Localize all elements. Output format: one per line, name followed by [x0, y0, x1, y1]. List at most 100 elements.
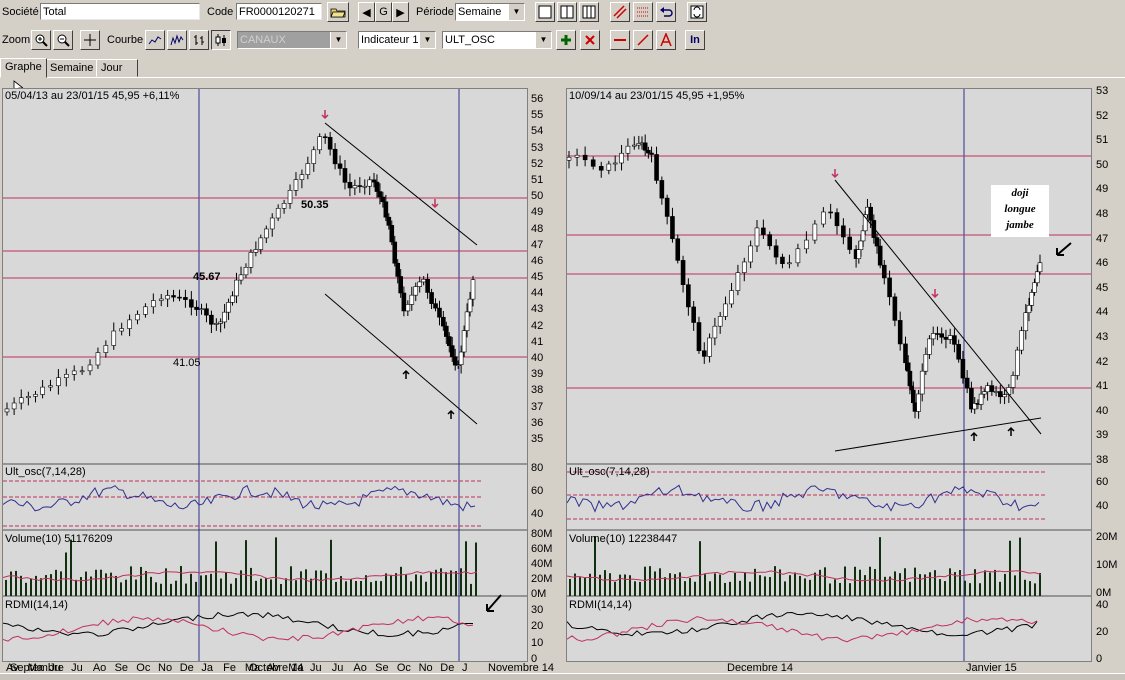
pointer-arrow-icon: [1056, 242, 1072, 256]
candle-body: [243, 267, 249, 276]
add-indicator-button[interactable]: [556, 30, 576, 50]
volume-bar: [1019, 537, 1021, 596]
hline-button[interactable]: [610, 30, 630, 50]
price-tick: 44: [1096, 306, 1109, 319]
next-button[interactable]: ▶: [392, 2, 409, 22]
candle-body: [642, 142, 648, 151]
zoom-in-button[interactable]: [31, 30, 51, 50]
canaux-select[interactable]: CANAUX ▼: [237, 31, 347, 49]
volume-bar: [634, 581, 636, 596]
bar-chart-button[interactable]: [189, 30, 209, 50]
right-chart-panel[interactable]: 10/09/14 au 23/01/15 45,95 +1,95% doji l…: [566, 88, 1092, 662]
volume-bar: [994, 569, 996, 596]
indicateur-select[interactable]: Indicateur 1 ▼: [358, 31, 436, 49]
volume-bar: [65, 552, 67, 596]
candle-body: [127, 319, 132, 329]
month-tick: Ju: [331, 662, 344, 674]
rdmi-plus-line: [3, 611, 473, 638]
volume-bar: [300, 571, 302, 596]
candle-chart-button[interactable]: [211, 30, 231, 50]
oblique-line-button[interactable]: [633, 30, 653, 50]
candle-body: [892, 296, 898, 321]
price-tick: 49: [531, 206, 544, 219]
societe-input[interactable]: Total: [40, 3, 200, 20]
candle-body: [395, 262, 401, 277]
price-tick: 50: [1096, 158, 1109, 171]
candle-body: [421, 278, 426, 283]
area-chart-button[interactable]: [167, 30, 187, 50]
price-tick: 37: [531, 400, 544, 413]
month-tick: No: [158, 662, 173, 674]
volume-bar: [804, 578, 806, 596]
candle-body: [887, 277, 892, 298]
tab-graphe[interactable]: Graphe: [0, 58, 47, 78]
right-chart-header: 10/09/14 au 23/01/15 45,95 +1,95%: [569, 90, 745, 102]
volume-bar: [235, 578, 237, 596]
periode-select[interactable]: Semaine ▼: [455, 3, 525, 21]
volume-bar: [460, 568, 462, 596]
chevron-down-icon[interactable]: ▼: [508, 4, 524, 20]
goto-label: G: [379, 6, 388, 18]
candle-body: [874, 237, 880, 247]
candle-body: [574, 154, 580, 158]
price-tick: 36: [531, 416, 544, 429]
month-tick: Av: [6, 662, 19, 674]
candle-body: [696, 322, 702, 352]
layout-triple-button[interactable]: [579, 2, 599, 22]
left-chart-panel[interactable]: 05/04/13 au 23/01/15 45,95 +6,11% 50.35 …: [2, 88, 528, 662]
draw-trend-button[interactable]: [610, 2, 630, 22]
candle-body: [392, 241, 398, 264]
tab-semaine[interactable]: Semaine: [45, 59, 99, 77]
chevron-down-icon[interactable]: ▼: [535, 32, 551, 48]
volume-bar: [644, 566, 646, 596]
text-tool-button[interactable]: [656, 30, 676, 50]
volume-bar: [809, 579, 811, 596]
prev-button[interactable]: ◀: [358, 2, 375, 22]
open-folder-button[interactable]: [327, 2, 349, 22]
undo-button[interactable]: [656, 2, 676, 22]
candle-body: [417, 281, 423, 287]
month-tick: Ma: [244, 662, 261, 674]
grid-button[interactable]: [633, 2, 653, 22]
price-tick: 46: [1096, 257, 1109, 270]
rdmi-tick: 0: [531, 653, 538, 665]
refresh-button[interactable]: [687, 2, 707, 22]
ult-osc-select[interactable]: ULT_OSC ▼: [442, 31, 552, 49]
crosshair-button[interactable]: [80, 30, 100, 50]
candle-body: [269, 217, 275, 230]
goto-button[interactable]: G: [375, 2, 392, 22]
month-tick: De: [179, 662, 194, 674]
layout-single-button[interactable]: [535, 2, 555, 22]
tab-jour[interactable]: Jour: [96, 59, 138, 77]
volume-bar: [864, 575, 866, 596]
rdmi-tick: 0: [1096, 653, 1103, 665]
line-chart-button[interactable]: [145, 30, 165, 50]
candle-body: [71, 370, 77, 375]
remove-indicator-button[interactable]: [580, 30, 600, 50]
candle-body: [812, 223, 818, 241]
volume-bar: [50, 574, 52, 596]
candle-body: [636, 143, 642, 146]
price-tick: 45: [1096, 281, 1109, 294]
volume-bar: [659, 568, 661, 596]
price-tick: 48: [1096, 208, 1109, 220]
volume-bar: [145, 570, 147, 596]
volume-bar: [255, 580, 257, 596]
zigzag-chart-icon: [170, 34, 184, 46]
chevron-down-icon[interactable]: ▼: [419, 32, 435, 48]
chevron-down-icon[interactable]: ▼: [330, 32, 346, 48]
candle-body: [1010, 375, 1016, 388]
volume-bar: [734, 573, 736, 596]
candle-body: [952, 335, 957, 345]
candle-body: [367, 179, 373, 187]
zoom-out-button[interactable]: [53, 30, 73, 50]
bottom-scrollbar[interactable]: [0, 673, 1125, 680]
code-input[interactable]: FR0000120271: [236, 3, 322, 20]
candle-body: [165, 295, 170, 300]
candle-body: [305, 163, 311, 175]
layout-split-button[interactable]: [557, 2, 577, 22]
candle-body: [238, 274, 244, 281]
volume-bar: [754, 568, 756, 596]
volume-bar: [440, 568, 442, 596]
in-button[interactable]: In: [685, 30, 705, 50]
